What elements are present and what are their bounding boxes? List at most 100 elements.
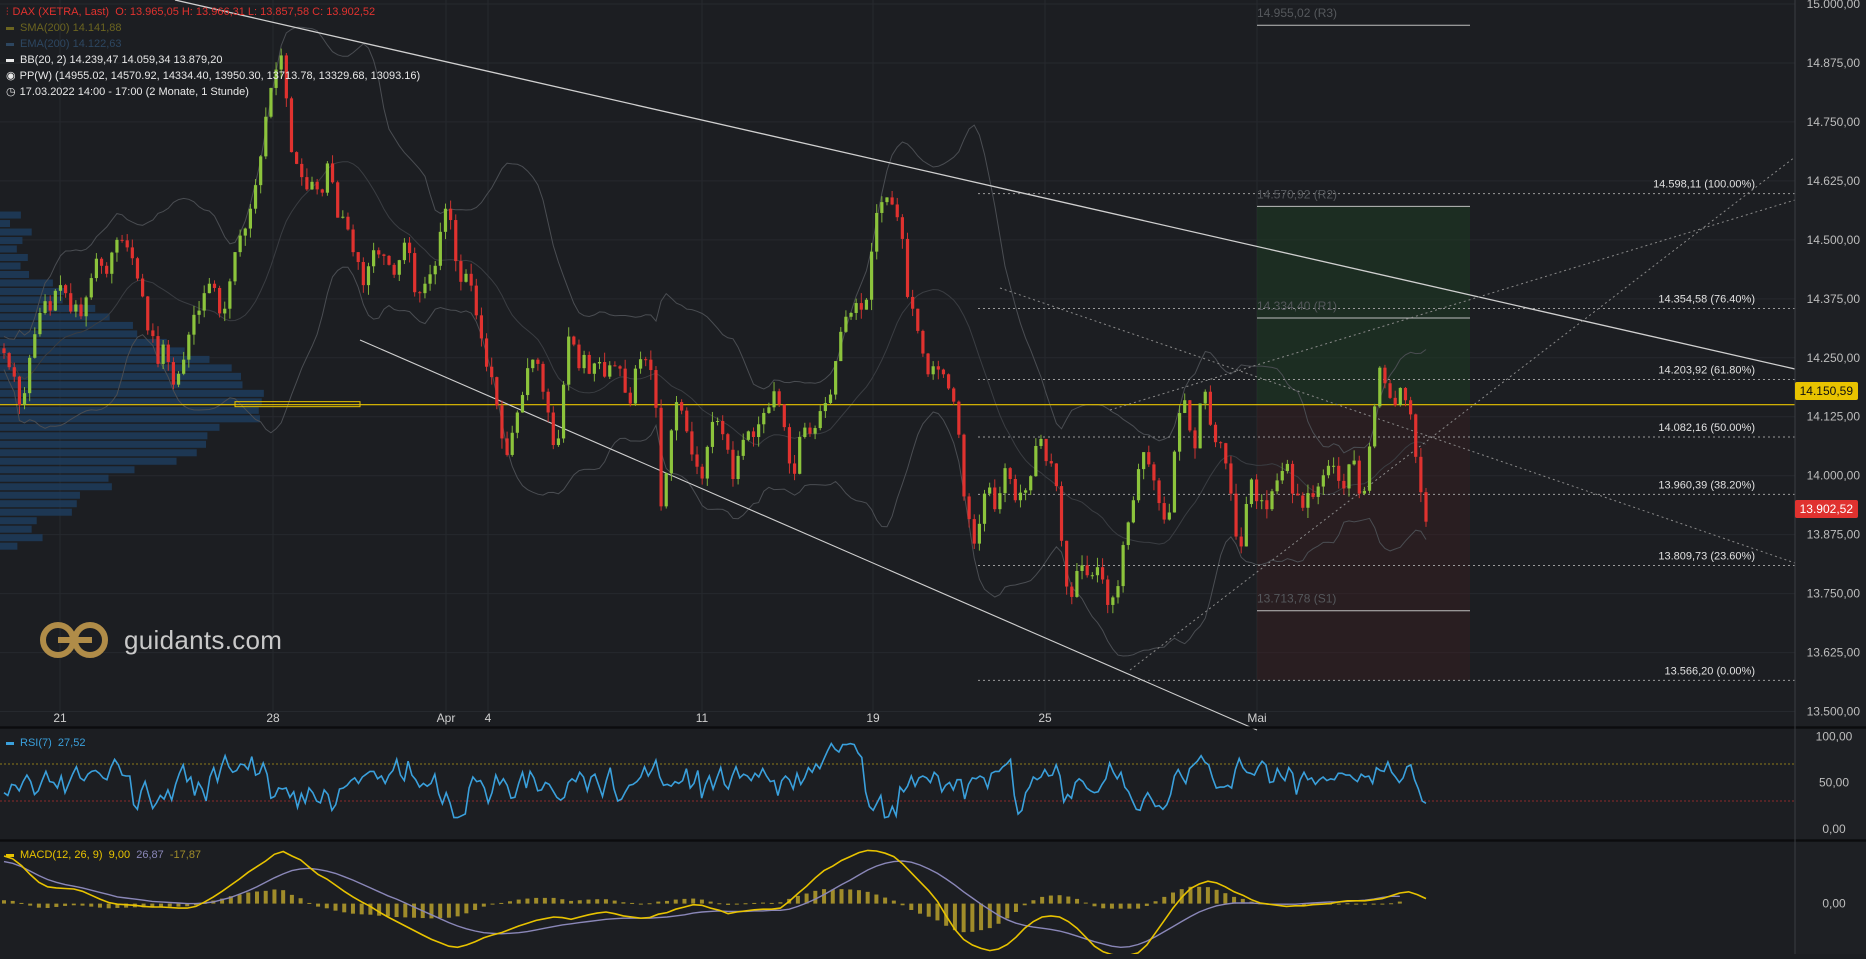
candle-body <box>1301 495 1305 508</box>
candle-body <box>12 367 16 377</box>
candle-body <box>495 377 499 406</box>
macd-histogram-bar <box>1380 903 1385 905</box>
candle-body <box>644 359 648 361</box>
candle-body <box>1080 565 1084 571</box>
legend-instrument: ⫶ DAX (XETRA, Last) O: 13.965,05 H: 13.96… <box>6 4 375 21</box>
legend-ema[interactable]: EMA(200) 14.122,63 <box>6 36 122 52</box>
y-tick-label: 14.375,00 <box>1807 292 1861 306</box>
macd-histogram-bar <box>228 896 233 904</box>
x-tick-label: Mai <box>1247 711 1266 725</box>
candle-body <box>1373 406 1377 447</box>
candle-body <box>1116 586 1120 598</box>
candle-body <box>890 197 894 205</box>
macd-histogram-bar <box>979 903 984 931</box>
y-tick-label: 14.625,00 <box>1807 174 1861 188</box>
macd-histogram-bar <box>883 897 888 904</box>
volume-profile-bar <box>0 542 18 550</box>
macd-histogram-bar <box>1240 898 1245 904</box>
y-tick-label: 14.500,00 <box>1807 233 1861 247</box>
macd-histogram-bar <box>952 903 957 931</box>
macd-histogram-bar <box>1371 903 1376 905</box>
macd-histogram-bar <box>185 903 190 907</box>
candle-body <box>787 427 792 464</box>
macd-histogram-bar <box>394 903 399 918</box>
candle-body <box>212 283 217 288</box>
macd-histogram-bar <box>525 898 530 904</box>
candle-body <box>382 254 386 256</box>
legend-macd[interactable]: MACD(12, 26, 9) 9,00 26,87 -17,87 <box>6 847 201 863</box>
macd-histogram-bar <box>935 903 940 921</box>
candle-body <box>115 239 119 253</box>
legend-pivot[interactable]: ◉ PP(W) (14955.02, 14570.92, 14334.40, 13… <box>6 68 420 84</box>
dotted-trend-line <box>999 287 1796 564</box>
volume-profile-bar <box>0 338 167 346</box>
candle-body <box>1362 490 1366 494</box>
candle-body <box>1285 463 1289 471</box>
macd-histogram-bar <box>638 903 643 905</box>
macd-histogram-bar <box>115 903 120 908</box>
volume-profile-bar <box>0 466 135 474</box>
volume-profile-bar <box>0 432 208 440</box>
candle-body <box>1106 579 1110 605</box>
candle-body <box>613 365 617 367</box>
legend-sma[interactable]: SMA(200) 14.141,88 <box>6 20 122 36</box>
macd-histogram-bar <box>507 901 512 904</box>
volume-profile-bar <box>0 254 28 262</box>
candle-body <box>58 285 63 291</box>
candle-body <box>135 258 140 279</box>
candle-body <box>130 247 134 259</box>
candle-body <box>433 265 437 275</box>
macd-histogram-bar <box>1232 896 1237 904</box>
volume-profile-bar <box>0 313 110 321</box>
pivot-label: 13.713,78 (S1) <box>1257 592 1336 606</box>
macd-histogram-bar <box>350 903 355 914</box>
macd-histogram-bar <box>176 903 181 907</box>
candle-body <box>454 220 458 262</box>
bb-upper-line <box>3 26 1427 454</box>
candle-body <box>618 366 622 369</box>
candle-body <box>120 239 124 241</box>
candle-body <box>572 336 576 345</box>
macd-histogram-bar <box>1153 901 1158 904</box>
candle-body <box>243 228 247 236</box>
x-tick-label: Apr <box>437 711 456 725</box>
macd-histogram-bar <box>726 903 731 905</box>
macd-histogram-bar <box>446 903 451 918</box>
macd-histogram-bar <box>324 903 329 909</box>
macd-histogram-bar <box>316 903 321 907</box>
legend-bb[interactable]: BB(20, 2) 14.239,47 14.059,34 13.879,20 <box>6 52 222 68</box>
candle-body <box>89 278 93 298</box>
volume-profile-bar <box>0 270 30 278</box>
macd-histogram-bar <box>743 903 748 905</box>
volume-profile-bar <box>0 279 53 287</box>
candle-body <box>1311 493 1315 497</box>
macd-histogram-bar <box>263 890 268 904</box>
candle-body <box>377 250 381 255</box>
candle-body <box>141 278 145 297</box>
candle-body <box>300 163 304 178</box>
macd-histogram-bar <box>560 899 565 904</box>
candle-body <box>402 242 407 261</box>
candle-body <box>1008 468 1012 480</box>
candle-body <box>946 374 951 389</box>
candle-body <box>839 331 843 362</box>
candle-body <box>166 344 170 363</box>
candle-body <box>520 395 525 413</box>
macd-histogram-bar <box>368 903 373 915</box>
candle-body <box>772 391 776 408</box>
candle-body <box>125 240 129 248</box>
candle-body <box>515 412 519 433</box>
candle-body <box>1306 493 1310 508</box>
candle-body <box>84 297 88 317</box>
candle-body <box>1183 400 1187 413</box>
candle-body <box>366 266 371 286</box>
candle-body <box>1347 464 1351 489</box>
candle-body <box>1034 445 1038 477</box>
macd-tick-label: 0,00 <box>1822 897 1846 911</box>
legend-rsi[interactable]: RSI(7) 27,52 <box>6 735 85 751</box>
macd-line <box>3 849 1427 957</box>
candle-body <box>900 217 904 239</box>
candle-body <box>336 182 340 218</box>
